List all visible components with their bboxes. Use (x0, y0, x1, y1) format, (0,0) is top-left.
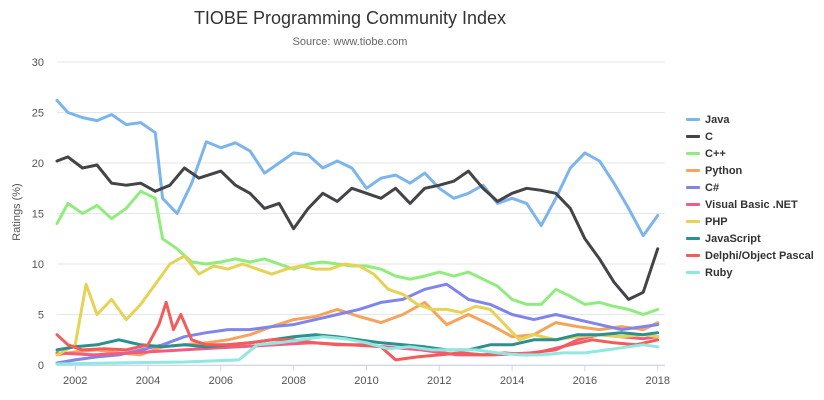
series-line-ruby (55, 335, 660, 366)
y-tick-label: 30 (32, 57, 44, 69)
legend-item-php[interactable]: PHP (686, 213, 814, 230)
legend-swatch (686, 254, 700, 257)
x-tick-label: 2008 (281, 375, 305, 387)
legend-item-ruby[interactable]: Ruby (686, 264, 814, 281)
x-tick-label: 2002 (63, 375, 87, 387)
x-tick-label: 2014 (500, 375, 524, 387)
legend-label: Java (705, 113, 730, 126)
series-line-javascript (55, 331, 660, 352)
legend-item-java[interactable]: Java (686, 111, 814, 128)
series-line-php (55, 254, 660, 357)
x-tick-label: 2016 (573, 375, 597, 387)
legend-swatch (686, 186, 700, 189)
legend-swatch (686, 203, 700, 206)
legend-item-visual-basic-net[interactable]: Visual Basic .NET (686, 196, 814, 213)
legend-label: C# (705, 181, 720, 194)
legend-label: Delphi/Object Pascal (705, 249, 814, 262)
chart-title: TIOBE Programming Community Index (193, 8, 507, 28)
x-tick-label: 2018 (645, 375, 669, 387)
legend-label: Ruby (705, 266, 733, 279)
legend-item-delphi-object-pascal[interactable]: Delphi/Object Pascal (686, 247, 814, 264)
y-tick-label: 10 (32, 259, 44, 271)
legend-label: C++ (705, 147, 726, 160)
legend-label: PHP (705, 215, 728, 228)
legend-swatch (686, 169, 700, 172)
x-tick-label: 2006 (209, 375, 233, 387)
x-tick-label: 2010 (354, 375, 378, 387)
legend-item-c[interactable]: C# (686, 179, 814, 196)
y-tick-label: 20 (32, 158, 44, 170)
y-tick-label: 5 (38, 310, 44, 322)
legend-item-python[interactable]: Python (686, 162, 814, 179)
x-tick-label: 2004 (136, 375, 160, 387)
y-tick-label: 15 (32, 209, 44, 221)
legend-swatch (686, 237, 700, 240)
y-axis-label: Ratings (%) (11, 183, 23, 240)
y-tick-label: 25 (32, 108, 44, 120)
legend-item-c[interactable]: C++ (686, 145, 814, 162)
y-axis-ticks: 0 5 10 15 20 25 30 (32, 57, 44, 372)
legend-swatch (686, 271, 700, 274)
y-tick-label: 0 (38, 360, 44, 372)
series-line-java (55, 98, 660, 238)
chart-subtitle: Source: www.tiobe.com (292, 36, 408, 48)
legend: Java C C++ Python C# Visual Basic .NET PHP Java… (686, 111, 814, 281)
legend-item-javascript[interactable]: JavaScript (686, 230, 814, 247)
x-tick-label: 2012 (427, 375, 451, 387)
legend-swatch (686, 220, 700, 223)
series-line-delphi-object-pascal (55, 300, 660, 362)
legend-label: C (705, 130, 713, 143)
x-axis-ticks: 2002 2004 2006 2008 2010 2012 2014 2016 2018 (63, 365, 670, 387)
legend-label: Visual Basic .NET (705, 198, 798, 211)
grid-lines (57, 61, 665, 366)
series-line-python (55, 300, 660, 357)
legend-swatch (686, 118, 700, 121)
series-lines (55, 98, 660, 366)
legend-swatch (686, 152, 700, 155)
legend-label: JavaScript (705, 232, 761, 245)
legend-item-c[interactable]: C (686, 128, 814, 145)
legend-swatch (686, 135, 700, 138)
legend-label: Python (705, 164, 743, 177)
series-line-c (55, 155, 660, 301)
